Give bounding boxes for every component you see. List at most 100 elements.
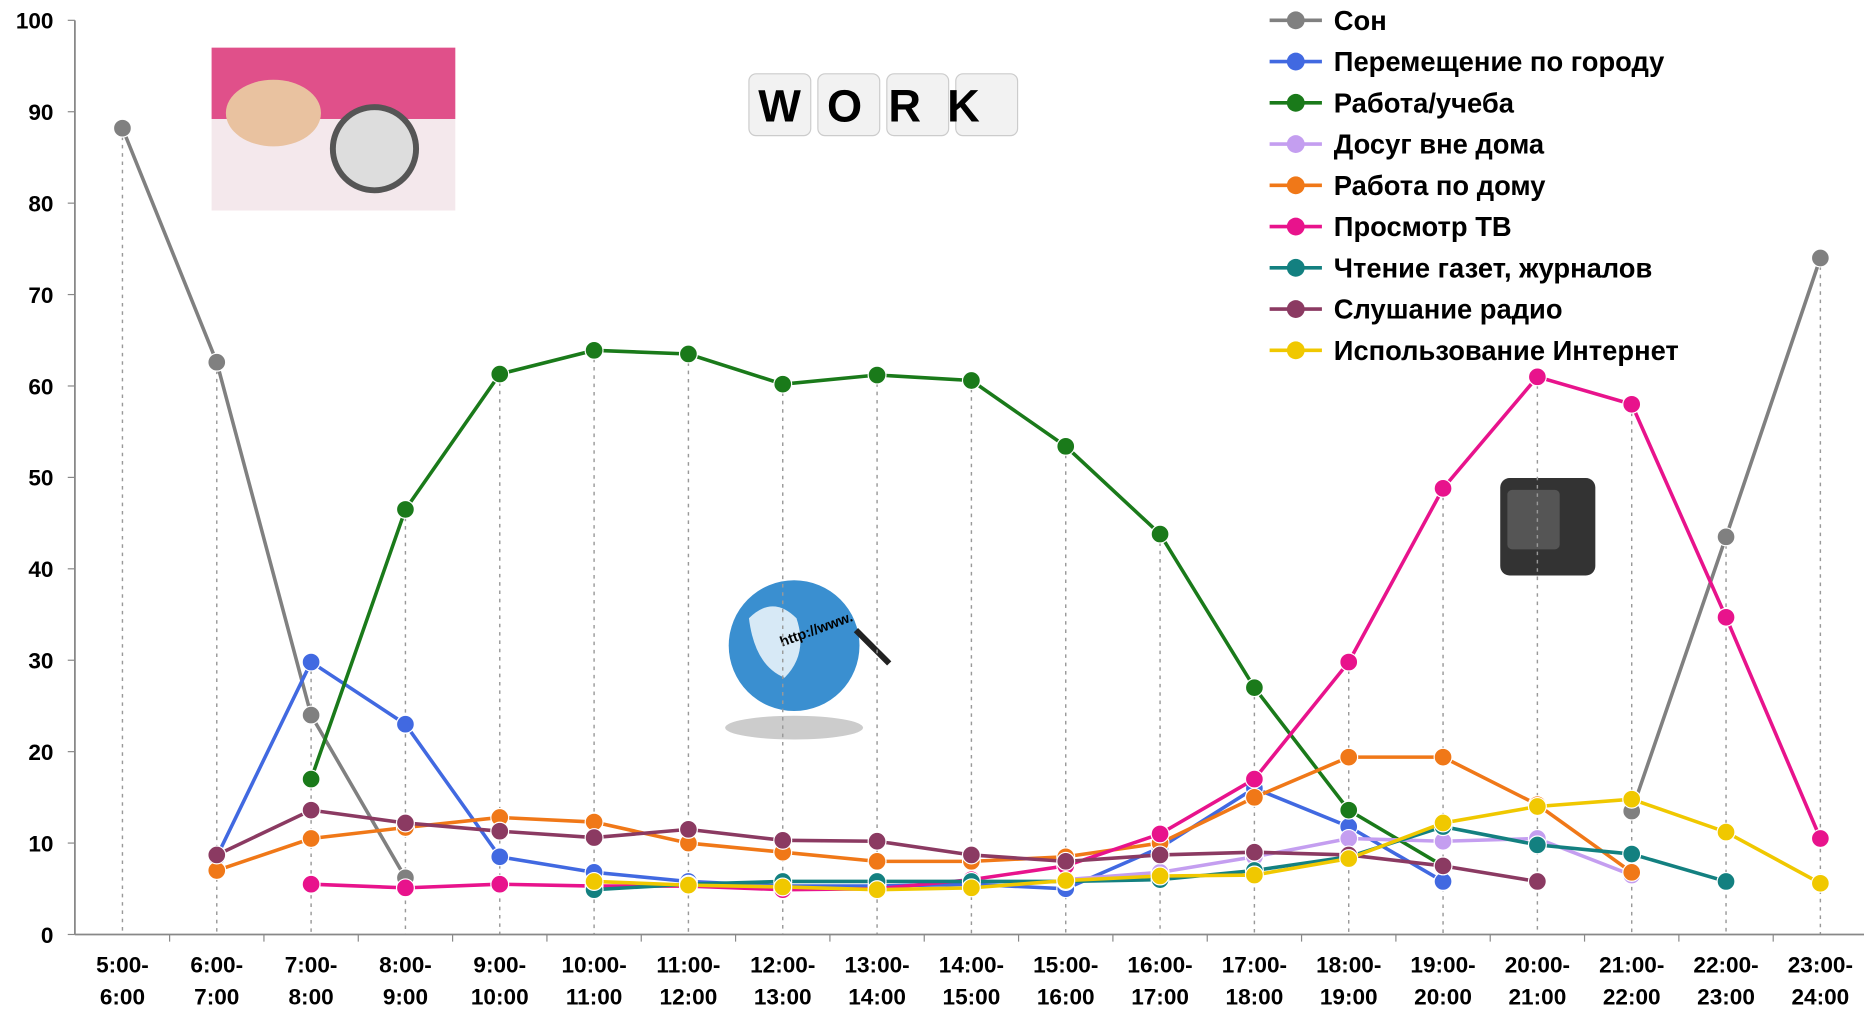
data-point [1245,843,1263,861]
page: WORK http://www. 01020304050607080901005… [0,0,1864,1019]
legend-label: Слушание радио [1334,294,1563,325]
data-point [1434,479,1452,497]
legend-entry: Чтение газет, журналов [1270,252,1653,283]
y-tick-label: 30 [28,649,53,674]
legend-marker [1287,94,1305,112]
x-tick-label-line: 19:00- [1410,953,1475,978]
data-point [1434,857,1452,875]
legend-label: Работа/учеба [1334,87,1515,118]
data-point [1811,249,1829,267]
data-point [1151,846,1169,864]
globe-picture: http://www. [725,580,889,739]
legend-label: Просмотр ТВ [1334,211,1512,242]
data-point [1717,608,1735,626]
x-tick-label: 17:00- 18:00 [1222,953,1287,1010]
x-tick-label-line: 21:00 [1509,985,1567,1010]
y-tick-label: 50 [28,466,53,491]
x-tick-label-line: 18:00 [1226,985,1284,1010]
data-point [1057,872,1075,890]
data-point [1623,845,1641,863]
x-tick-label-line: 8:00- [379,953,432,978]
y-tick-label: 40 [28,557,53,582]
data-point [1528,836,1546,854]
data-point [1151,825,1169,843]
annotation: WORK [758,80,1006,131]
x-tick-label: 7:00-8:00 [285,953,338,1010]
data-point [585,873,603,891]
x-tick-label-line: 6:00- [190,953,243,978]
x-tick-label-line: 16:00 [1037,985,1095,1010]
x-tick-label: 16:00-17:00 [1127,953,1192,1010]
data-point [1057,437,1075,455]
x-tick-label-line: 22:00 [1603,985,1661,1010]
x-tick-label-line: 14:00- [939,953,1004,978]
data-point [585,341,603,359]
data-point [1057,852,1075,870]
y-tick-label: 100 [16,9,54,34]
legend-entry: Досуг вне дома [1270,129,1545,160]
legend-label: Работа по дому [1334,170,1546,201]
x-tick-label-line: 7:00 [194,985,239,1010]
x-tick-label-line: 6:00 [100,985,145,1010]
legend-marker [1287,11,1305,29]
x-tick-label: 15:00-16:00 [1033,953,1098,1010]
tv-picture [1500,478,1595,575]
chart: WORK http://www. 01020304050607080901005… [0,0,1864,1019]
series-line [217,757,1632,872]
legend-entry: Перемещение по городу [1270,46,1666,77]
data-point [491,875,509,893]
sleep-picture [212,48,456,211]
data-point [1717,528,1735,546]
x-tick-label-line: 18:00- [1316,953,1381,978]
x-tick-label: 22:00-23:00 [1693,953,1758,1010]
data-point [1340,748,1358,766]
data-point [1340,801,1358,819]
data-point [962,879,980,897]
data-point [774,831,792,849]
data-point [1151,525,1169,543]
x-tick-label-line: 17:00 [1131,985,1189,1010]
x-tick-label-line: 20:00 [1414,985,1472,1010]
x-tick-label-line: 14:00 [848,985,906,1010]
x-tick-label-line: 9:00- [473,953,526,978]
legend-marker [1287,341,1305,359]
data-point [1151,867,1169,885]
data-point [491,848,509,866]
x-tick-label: 21:00-22:00 [1599,953,1664,1010]
data-point [208,353,226,371]
legend-marker [1287,135,1305,153]
y-tick-label: 20 [28,740,53,765]
data-point [868,852,886,870]
x-tick-label-line: 17:00- [1222,953,1287,978]
x-tick-label-line: 23:00- [1788,953,1853,978]
data-point [1717,823,1735,841]
x-tick-label-line: 11:00- [656,953,720,978]
x-tick-label: 10:00-11:00 [561,953,626,1010]
y-tick-label: 60 [28,374,53,399]
x-tick-label-line: 5:00- [96,953,149,978]
x-tick-label-line: 10:00 [471,985,529,1010]
data-point [868,832,886,850]
data-point [397,715,415,733]
data-point [1340,830,1358,848]
x-tick-label: 23:00-24:00 [1788,953,1853,1010]
x-tick-label: 5:00- 6:00 [96,953,149,1010]
data-point [302,706,320,724]
data-point [302,875,320,893]
data-point [1811,874,1829,892]
legend-entry: Работа по дому [1270,170,1547,201]
legend-label: Чтение газет, журналов [1334,252,1652,283]
x-tick-label-line: 13:00- [844,953,909,978]
legend-label: Использование Интернет [1334,335,1679,366]
data-point [1245,679,1263,697]
x-tick-label: 20:00-21:00 [1505,953,1570,1010]
x-tick-label-line: 19:00 [1320,985,1378,1010]
y-tick-label: 80 [28,191,53,216]
data-point [868,366,886,384]
x-tick-label-line: 7:00- [285,953,338,978]
data-point [774,375,792,393]
data-point [397,814,415,832]
data-point [397,500,415,518]
data-point [208,846,226,864]
data-point [1245,866,1263,884]
